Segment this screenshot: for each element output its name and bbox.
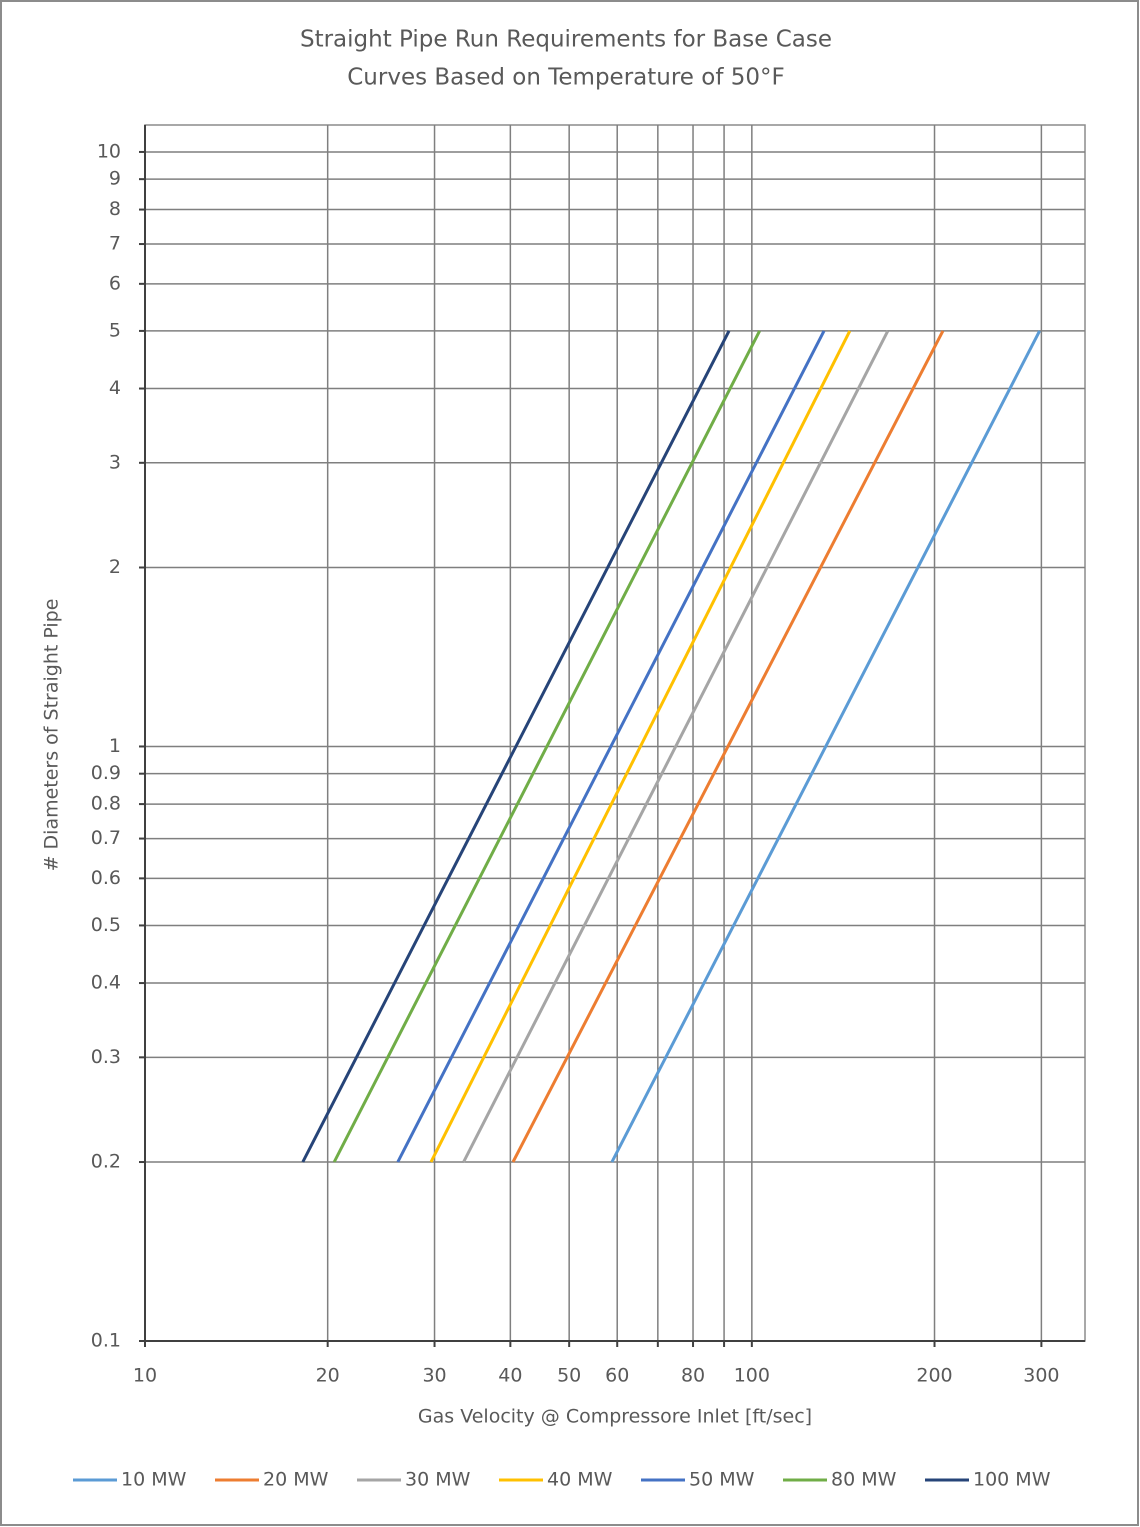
- y-tick-label: 10: [97, 140, 121, 162]
- legend-label: 10 MW: [121, 1469, 187, 1491]
- series-line: [301, 330, 731, 1163]
- chart-title: Straight Pipe Run Requirements for Base …: [300, 27, 832, 53]
- y-axis-label: # Diameters of Straight Pipe: [41, 599, 63, 872]
- series-line: [462, 330, 890, 1163]
- series-line: [610, 330, 1041, 1163]
- series-line: [332, 330, 761, 1163]
- x-tick-label: 300: [1023, 1365, 1059, 1387]
- y-tick-label: 0.2: [91, 1151, 121, 1173]
- series-line: [429, 330, 852, 1163]
- legend-label: 50 MW: [689, 1469, 755, 1491]
- legend-label: 80 MW: [831, 1469, 897, 1491]
- y-tick-label: 0.8: [91, 793, 121, 815]
- y-tick-label: 0.1: [91, 1330, 121, 1352]
- x-tick-label: 30: [422, 1365, 446, 1387]
- legend-label: 30 MW: [405, 1469, 471, 1491]
- y-tick-label: 0.5: [91, 914, 121, 936]
- x-tick-label: 200: [916, 1365, 952, 1387]
- y-tick-label: 8: [109, 198, 121, 220]
- x-tick-label: 50: [557, 1365, 581, 1387]
- y-tick-label: 7: [109, 233, 121, 255]
- x-tick-label: 100: [734, 1365, 770, 1387]
- y-tick-label: 5: [109, 319, 121, 341]
- x-tick-label: 40: [498, 1365, 522, 1387]
- legend-label: 20 MW: [263, 1469, 329, 1491]
- legend-label: 100 MW: [973, 1469, 1051, 1491]
- series-line: [396, 330, 826, 1163]
- y-tick-label: 4: [109, 377, 121, 399]
- y-tick-label: 0.6: [91, 867, 121, 889]
- y-tick-label: 0.9: [91, 762, 121, 784]
- chart-subtitle: Curves Based on Temperature of 50°F: [347, 65, 785, 91]
- x-tick-label: 20: [316, 1365, 340, 1387]
- series-line: [511, 330, 945, 1163]
- x-axis-label: Gas Velocity @ Compressore Inlet [ft/sec…: [418, 1406, 812, 1428]
- y-tick-label: 2: [109, 556, 121, 578]
- y-tick-label: 0.4: [91, 972, 121, 994]
- y-tick-label: 0.3: [91, 1046, 121, 1068]
- y-tick-label: 0.7: [91, 827, 121, 849]
- y-tick-label: 3: [109, 451, 121, 473]
- x-tick-label: 80: [681, 1365, 705, 1387]
- y-tick-label: 1: [109, 735, 121, 757]
- x-tick-label: 10: [133, 1365, 157, 1387]
- y-tick-label: 6: [109, 272, 121, 294]
- y-tick-label: 9: [109, 168, 121, 190]
- x-tick-label: 60: [605, 1365, 629, 1387]
- legend-label: 40 MW: [547, 1469, 613, 1491]
